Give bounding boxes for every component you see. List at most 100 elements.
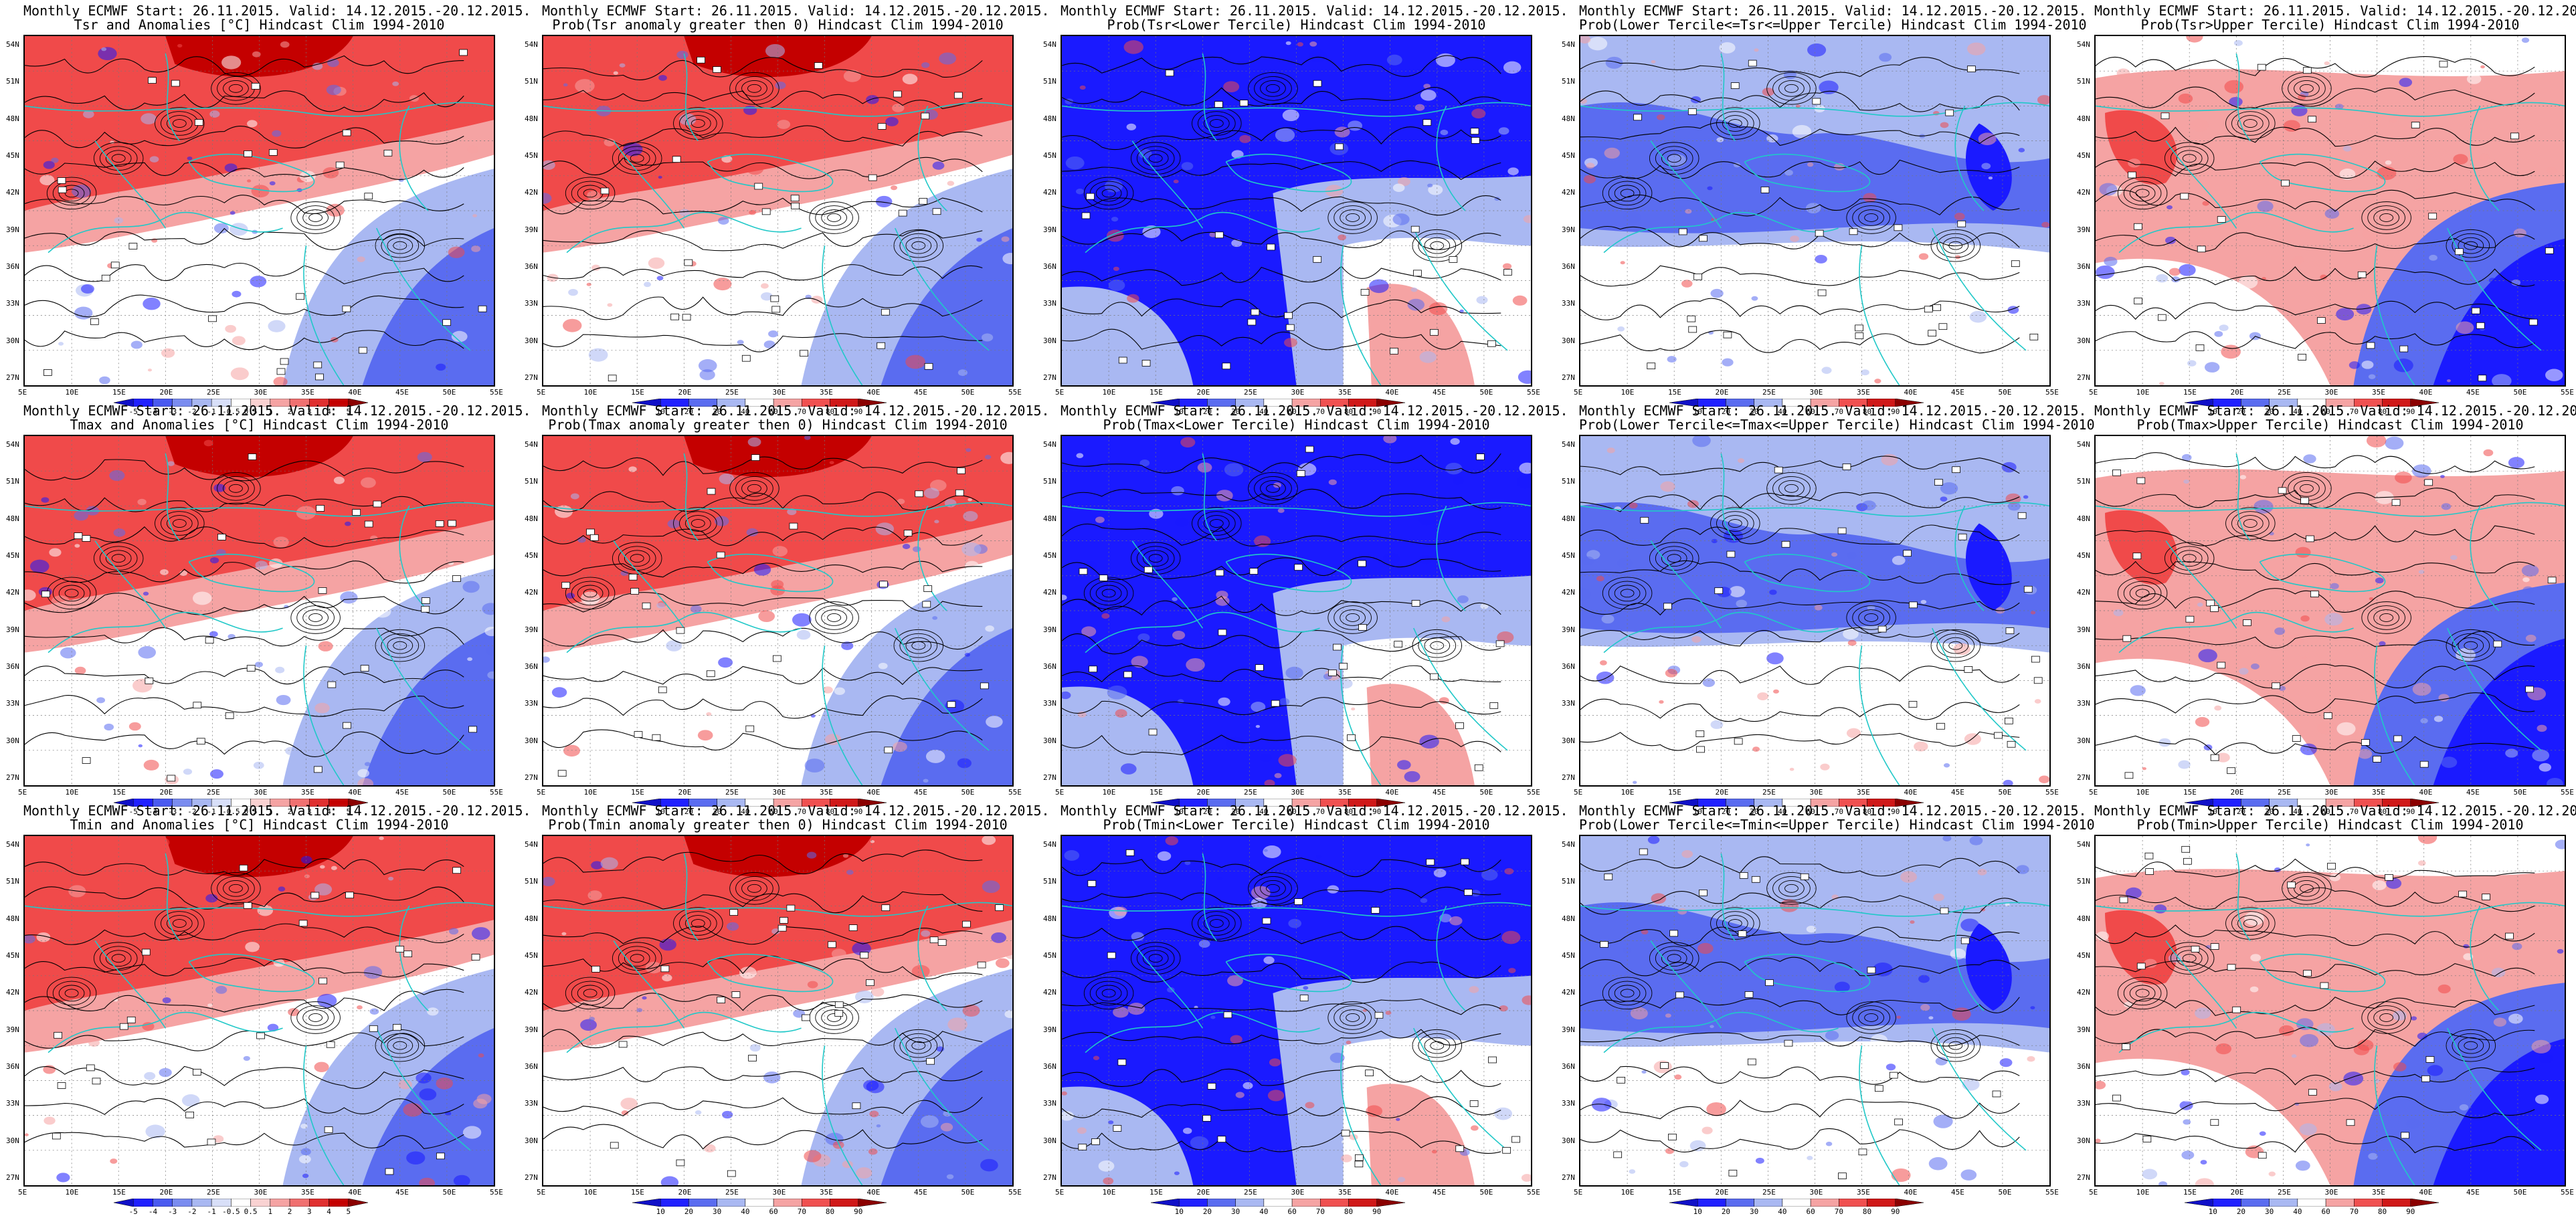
field-speckle	[2215, 1043, 2232, 1055]
field-speckle	[2274, 627, 2286, 635]
latitude-label: 39N	[1043, 225, 1056, 234]
field-speckle	[678, 181, 684, 185]
colorbar-segment	[2410, 399, 2440, 407]
terrain-contour	[1148, 154, 1163, 163]
field-speckle	[357, 1005, 363, 1010]
terrain-contour	[899, 233, 938, 258]
field-speckle	[713, 278, 732, 291]
field-speckle	[1501, 930, 1521, 944]
longitude-label: 35E	[301, 788, 314, 797]
latitude-label: 30N	[2077, 736, 2090, 745]
field-speckle	[1113, 1007, 1129, 1018]
latitude-label: 54N	[2077, 40, 2090, 49]
terrain-contour	[99, 146, 138, 171]
field-speckle	[1954, 255, 1961, 260]
colorbar-segment	[1895, 1199, 1924, 1207]
field-speckle	[1784, 169, 1793, 176]
colorbar-tick-label: 4	[327, 1207, 331, 1216]
field-speckle	[586, 282, 591, 286]
field-speckle	[1920, 599, 1927, 604]
station-box	[1411, 600, 1420, 607]
field-speckle	[1861, 500, 1876, 511]
field-speckle	[749, 210, 756, 215]
colorbar-tick-label: 30	[1750, 807, 1759, 816]
station-box	[251, 83, 260, 90]
field-speckle	[2128, 159, 2141, 168]
field-speckle	[2433, 716, 2444, 722]
station-box	[2121, 1043, 2130, 1050]
coastline-border	[2118, 1011, 2354, 1053]
field-speckle	[2466, 74, 2482, 84]
station-box	[2160, 112, 2170, 120]
terrain-contour	[1930, 229, 1981, 262]
field-speckle	[2219, 324, 2229, 332]
field-speckle	[2041, 221, 2049, 228]
field-speckle	[304, 874, 310, 878]
latitude-label: 42N	[1043, 988, 1056, 997]
coastline-border	[1085, 211, 1320, 254]
field-speckle	[932, 616, 938, 620]
colorbar-segment	[153, 799, 173, 807]
terrain-contour	[583, 189, 597, 198]
terrain-contour	[387, 637, 413, 654]
station-box	[937, 939, 947, 946]
station-box	[634, 731, 643, 738]
eastern-core	[1965, 923, 2012, 1011]
terrain-contour	[1412, 1029, 1463, 1062]
coastline-border	[1436, 906, 1466, 1011]
isotherm-contour	[2096, 331, 2535, 349]
field-speckle	[2492, 374, 2512, 385]
field-speckle	[2257, 201, 2274, 213]
station-box	[1687, 315, 1696, 322]
field-speckle	[147, 369, 153, 372]
field-speckle	[913, 546, 921, 552]
colorbar-segment	[858, 399, 887, 407]
station-box	[1723, 331, 1732, 338]
field-speckle	[2324, 61, 2330, 66]
field-speckle	[804, 436, 811, 440]
field-speckle	[300, 1123, 308, 1129]
longitude-label: 5E	[18, 1188, 27, 1197]
field-speckle	[300, 855, 312, 864]
colorbar-segment	[2241, 1199, 2270, 1207]
field-speckle	[911, 965, 930, 978]
field-speckle	[2158, 381, 2165, 385]
colorbar-tick-label: 30	[1750, 1207, 1759, 1216]
colorbar-tick-label: 30	[2265, 1207, 2274, 1216]
longitude-label: 40E	[1385, 388, 1399, 397]
terrain-contour	[172, 119, 187, 128]
field-speckle	[2007, 502, 2021, 511]
field-speckle	[2295, 1160, 2310, 1171]
longitude-label: 55E	[490, 388, 503, 397]
station-box	[369, 1025, 378, 1032]
field-speckle	[1103, 1177, 1114, 1185]
isotherm-contour	[2096, 86, 2535, 110]
field-speckle	[209, 557, 219, 564]
colorbar-tick-label: 40	[2293, 807, 2302, 816]
station-box	[57, 177, 66, 184]
longitude-label: 10E	[2136, 788, 2150, 797]
field-speckle	[2505, 748, 2518, 758]
colorbar-segment	[309, 799, 329, 807]
field-speckle	[588, 348, 608, 362]
isotherm-contour	[543, 1124, 983, 1150]
terrain-contour	[1649, 542, 1699, 575]
field-speckle	[666, 640, 682, 651]
terrain-contour	[1852, 205, 1890, 230]
station-box	[256, 1032, 265, 1039]
colorbar-segment	[1895, 399, 1924, 407]
station-box	[1430, 673, 1439, 680]
field-speckle	[1801, 177, 1818, 189]
coastline-border	[1340, 245, 1382, 385]
isotherm-contour	[2096, 126, 2535, 147]
station-box	[2287, 882, 2296, 888]
field-speckle	[1165, 836, 1178, 845]
field-speckle	[1681, 850, 1693, 858]
field-speckle	[2361, 361, 2374, 369]
terrain-contour	[679, 911, 717, 936]
field-speckle	[648, 1111, 660, 1120]
field-speckle	[436, 1077, 453, 1090]
terrain-contour	[1136, 146, 1175, 171]
field-speckle	[143, 591, 149, 596]
field-speckle	[543, 160, 555, 171]
